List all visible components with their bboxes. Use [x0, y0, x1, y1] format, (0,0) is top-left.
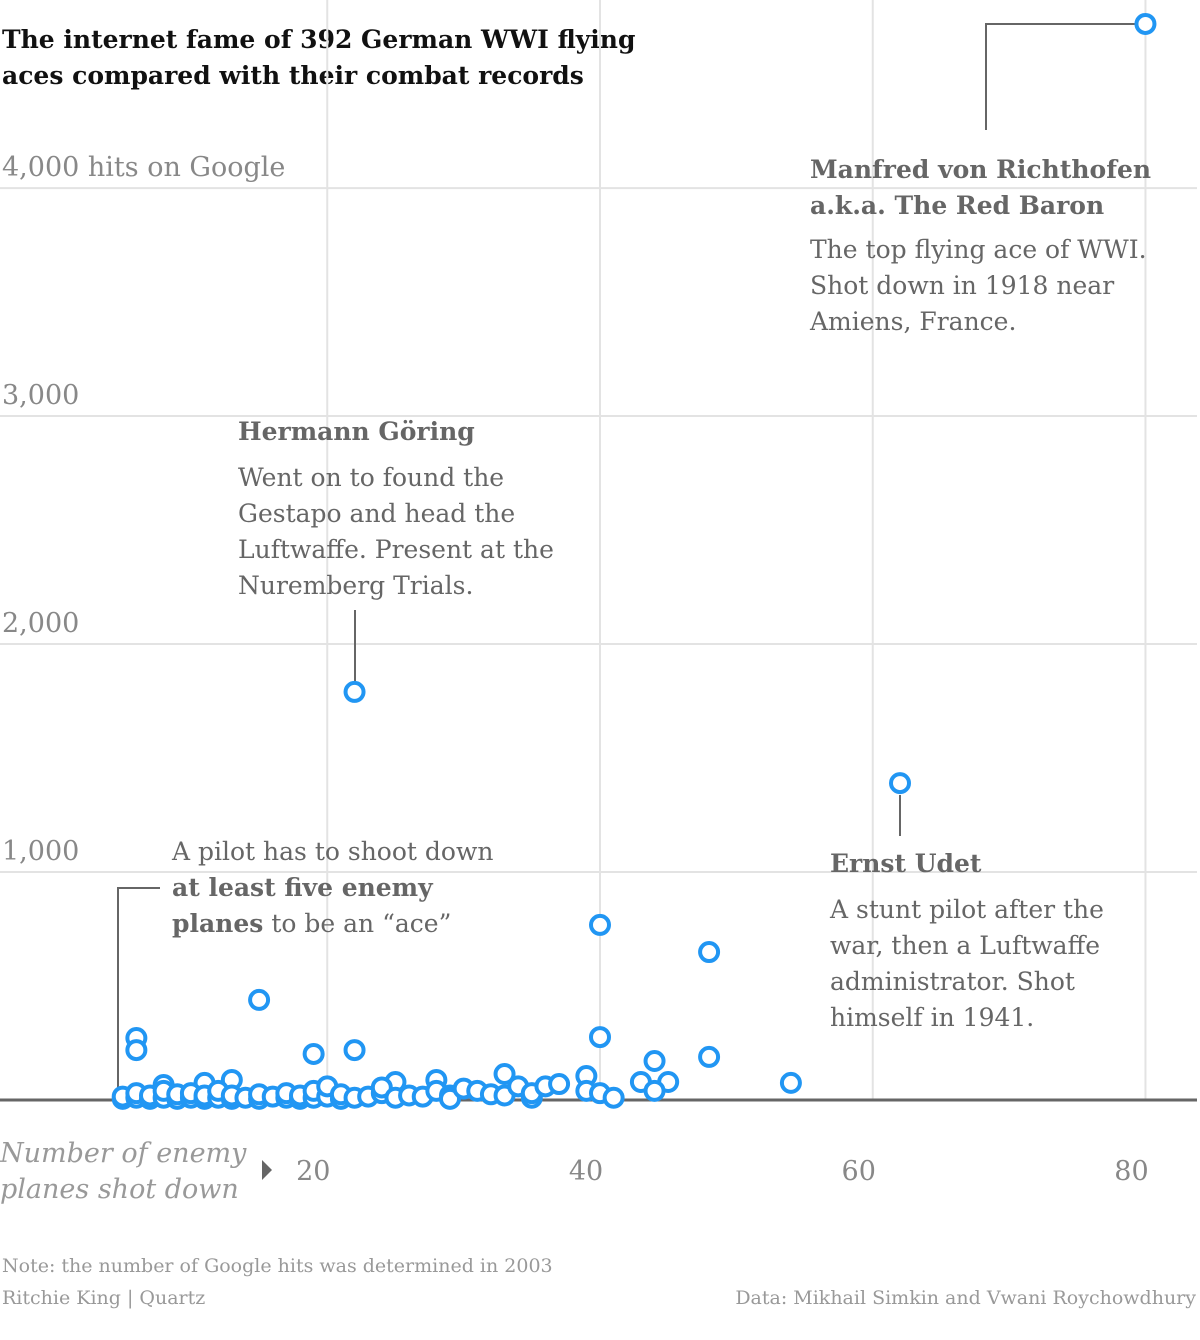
- ace-note-bold: planes: [172, 909, 263, 938]
- point: [698, 941, 721, 964]
- note: Note: the number of Google hits was dete…: [2, 1255, 553, 1277]
- y-tick-label: 2,000: [2, 608, 79, 639]
- point: [643, 1079, 666, 1102]
- x-axis-label: Number of enemy: [0, 1138, 247, 1169]
- axis-arrow: [262, 1160, 272, 1180]
- point: [493, 1063, 516, 1086]
- point: [343, 1039, 366, 1062]
- annotation-text: Gestapo and head the: [238, 499, 515, 528]
- credit: Ritchie King | Quartz: [2, 1287, 205, 1309]
- y-tick-label: 4,000 hits on Google: [2, 152, 285, 183]
- annotation-text: war, then a Luftwaffe: [830, 931, 1100, 960]
- annotation-text: The top flying ace of WWI.: [810, 235, 1147, 264]
- annotation-text: Amiens, France.: [809, 307, 1016, 336]
- annotation-title: Hermann Göring: [238, 417, 475, 446]
- annotation-title: a.k.a. The Red Baron: [810, 191, 1104, 220]
- point: [302, 1042, 325, 1065]
- point: [643, 1050, 666, 1073]
- annotation-text: Shot down in 1918 near: [810, 271, 1114, 300]
- annotation-text: administrator. Shot: [830, 967, 1075, 996]
- point: [889, 772, 911, 795]
- chart-title: aces compared with their combat records: [2, 61, 584, 90]
- ace-note-rest: to be an “ace”: [271, 909, 451, 938]
- annotation-text: himself in 1941.: [830, 1003, 1034, 1032]
- source: Data: Mikhail Simkin and Vwani Roychowdh…: [735, 1287, 1196, 1309]
- x-tick-label: 20: [296, 1156, 330, 1187]
- y-tick-label: 3,000: [2, 380, 79, 411]
- point: [589, 1026, 611, 1049]
- point: [589, 913, 611, 936]
- point: [125, 1039, 148, 1062]
- annotation-text: Luftwaffe. Present at the: [238, 535, 554, 564]
- chart-title: The internet fame of 392 German WWI flyi…: [2, 25, 635, 54]
- ace-note: planes to be an “ace”: [172, 909, 451, 938]
- leader-line: [985, 23, 1135, 130]
- annotation-text: A stunt pilot after the: [829, 895, 1104, 924]
- ace-note: A pilot has to shoot down: [171, 837, 493, 866]
- x-tick-label: 60: [842, 1156, 876, 1187]
- point: [343, 680, 366, 703]
- point: [602, 1086, 625, 1109]
- annotation-title: Ernst Udet: [830, 849, 982, 878]
- point: [548, 1073, 571, 1096]
- point: [248, 988, 271, 1011]
- ace-note: at least five enemy: [172, 873, 434, 902]
- point: [1134, 12, 1157, 35]
- point: [698, 1045, 721, 1068]
- annotation-title: Manfred von Richthofen: [810, 155, 1151, 184]
- annotation-text: Went on to found the: [238, 463, 504, 492]
- x-tick-label: 40: [569, 1156, 603, 1187]
- y-tick-label: 1,000: [2, 836, 79, 867]
- annotation-text: Nuremberg Trials.: [238, 571, 473, 600]
- x-tick-label: 80: [1114, 1156, 1148, 1187]
- leader-line: [117, 887, 160, 1095]
- point: [779, 1071, 802, 1094]
- x-axis-label: planes shot down: [0, 1174, 239, 1205]
- leaders: [117, 23, 1135, 1095]
